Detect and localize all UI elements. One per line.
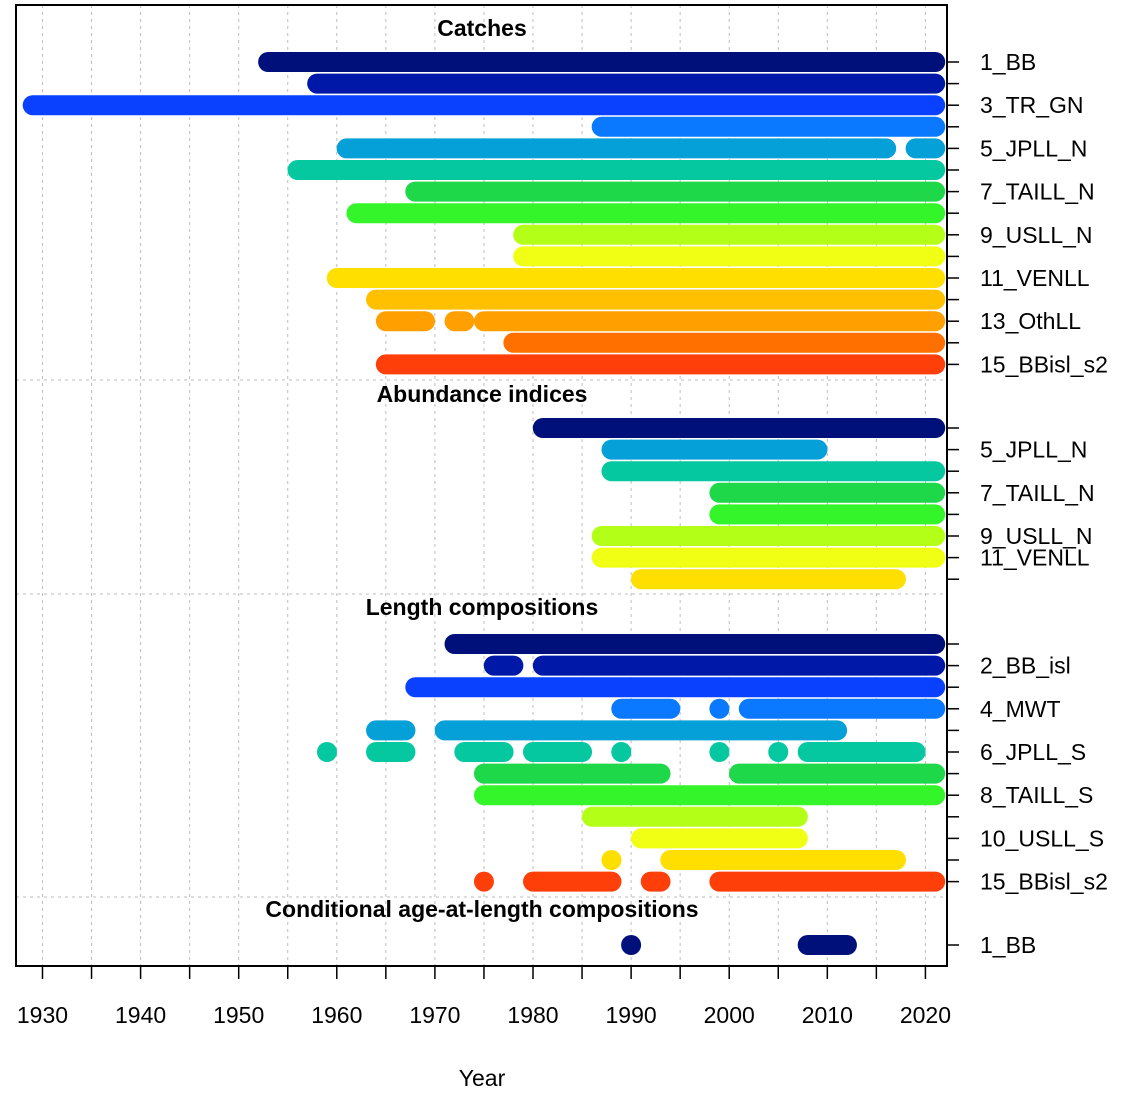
section-titles: Catches Abundance indices Length compositi… bbox=[265, 15, 698, 922]
data-point bbox=[768, 742, 789, 762]
x-tick-label: 1960 bbox=[311, 1002, 362, 1028]
data-point bbox=[709, 742, 730, 762]
x-tick-label: 2000 bbox=[704, 1002, 755, 1028]
y-tick-label: 7_TAILL_N bbox=[980, 480, 1095, 506]
x-tick-label: 1980 bbox=[507, 1002, 558, 1028]
section-title: Conditional age-at-length compositions bbox=[265, 896, 698, 922]
y-tick-label: 9_USLL_N bbox=[980, 523, 1093, 549]
x-tick-label: 1930 bbox=[17, 1002, 68, 1028]
section-title: Length compositions bbox=[366, 594, 599, 620]
section-title: Catches bbox=[437, 15, 526, 41]
x-tick-label: 1950 bbox=[213, 1002, 264, 1028]
y-tick-label: 11_VENLL bbox=[980, 545, 1090, 571]
y-tick-label: 15_BBisl_s2 bbox=[980, 351, 1108, 377]
x-axis-title: Year bbox=[459, 1065, 506, 1091]
y-tick-label: 4_MWT bbox=[980, 696, 1061, 722]
x-tick-label: 2020 bbox=[900, 1002, 951, 1028]
data-point bbox=[621, 935, 642, 955]
plot-frame bbox=[15, 4, 948, 967]
y-tick-label: 6_JPLL_S bbox=[980, 739, 1086, 765]
x-tick-label: 1940 bbox=[115, 1002, 166, 1028]
x-tick-label: 1970 bbox=[409, 1002, 460, 1028]
y-tick-label: 3_TR_GN bbox=[980, 92, 1084, 118]
y-tick-label: 2_BB_isl bbox=[980, 653, 1071, 679]
data-bars bbox=[22, 52, 946, 955]
y-tick-label: 5_JPLL_N bbox=[980, 135, 1087, 161]
y-tick-label: 8_TAILL_S bbox=[980, 782, 1093, 808]
y-tick-label: 5_JPLL_N bbox=[980, 437, 1087, 463]
data-point bbox=[709, 698, 730, 719]
data-point bbox=[473, 871, 494, 892]
x-axis: 1930 1940 1950 1960 1970 1980 1990 2000 2010 2020 bbox=[17, 966, 951, 1028]
y-tick-label: 7_TAILL_N bbox=[980, 179, 1095, 205]
y-axis: 1_BB3_TR_GN5_JPLL_N7_TAILL_N9_USLL_N11_V… bbox=[947, 49, 1108, 958]
y-tick-label: 13_OthLL bbox=[980, 308, 1081, 334]
data-point bbox=[611, 742, 632, 762]
section-title: Abundance indices bbox=[377, 381, 588, 407]
y-tick-label: 1_BB bbox=[980, 49, 1036, 75]
x-tick-label: 1990 bbox=[606, 1002, 657, 1028]
y-tick-label: 15_BBisl_s2 bbox=[980, 869, 1108, 895]
y-tick-label: 11_VENLL bbox=[980, 265, 1090, 291]
data-point bbox=[601, 850, 622, 870]
y-tick-label: 9_USLL_N bbox=[980, 222, 1093, 248]
x-tick-label: 2010 bbox=[802, 1002, 853, 1028]
y-tick-label: 10_USLL_S bbox=[980, 825, 1104, 851]
y-tick-label: 1_BB bbox=[980, 932, 1036, 958]
data-point bbox=[316, 742, 337, 762]
grid bbox=[16, 5, 947, 966]
